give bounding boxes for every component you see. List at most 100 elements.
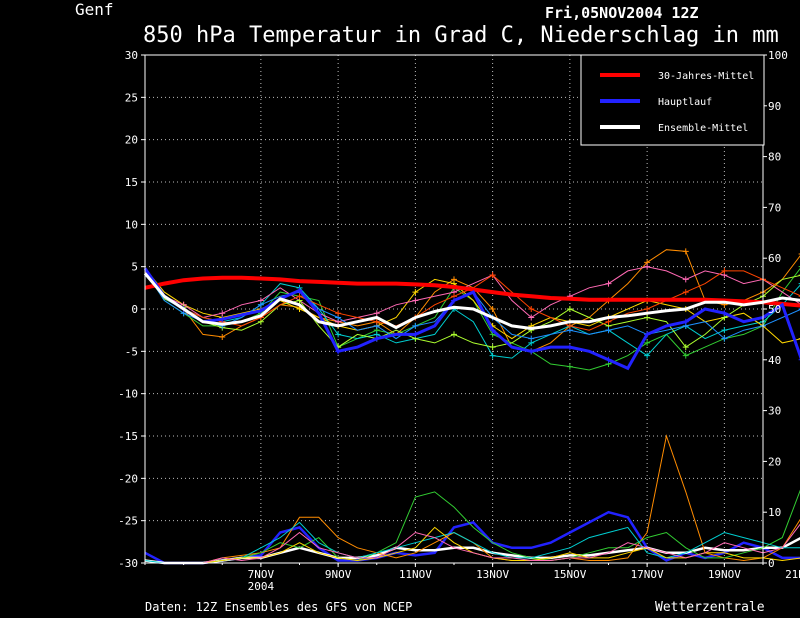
temp-point-marker	[566, 363, 573, 370]
temp-point-marker	[219, 333, 226, 340]
temp-point-marker	[644, 339, 651, 346]
y-right-tick-label: 100	[768, 49, 788, 62]
y-right-tick-label: 80	[768, 151, 781, 164]
temp-line-mean	[143, 272, 800, 331]
temp-point-marker	[412, 289, 419, 296]
temp-point-marker	[335, 331, 342, 338]
legend-label-main-run: Hauptlauf	[658, 97, 712, 108]
x-tick-label: 19NOV	[708, 568, 741, 581]
precipitation-series	[144, 434, 800, 565]
y-right-tick-label: 20	[768, 455, 781, 468]
precip-line-4	[144, 521, 800, 564]
temp-point-marker	[335, 348, 342, 355]
temp-point-marker	[373, 335, 380, 342]
temp-point-marker	[489, 327, 496, 334]
temp-point-marker	[566, 344, 573, 351]
temp-point-marker	[682, 344, 689, 351]
precip-line-6	[145, 523, 800, 564]
y-left-tick-label: 0	[131, 303, 138, 316]
temp-point-marker	[257, 301, 264, 308]
y-right-tick-label: 10	[768, 506, 781, 519]
temp-point-marker	[451, 331, 457, 338]
temp-point-marker	[257, 307, 264, 314]
temp-point-marker	[412, 331, 419, 338]
temp-point-marker	[528, 348, 535, 355]
temp-point-marker	[682, 318, 689, 325]
y-right-tick-label: 60	[768, 252, 781, 265]
site-credit: Wetterzentrale	[655, 600, 765, 615]
legend-box	[580, 54, 765, 146]
y-right-tick-label: 70	[768, 201, 781, 214]
legend-label-climate: 30-Jahres-Mittel	[658, 71, 754, 82]
temp-point-marker	[528, 306, 535, 312]
temp-point-marker	[451, 297, 457, 304]
temp-point-marker	[412, 297, 419, 304]
temp-point-marker	[219, 310, 226, 317]
temp-point-marker	[644, 306, 651, 312]
temp-point-marker	[721, 267, 728, 274]
x-tick-label: 9NOV	[325, 568, 352, 581]
x-tick-label: 15NOV	[553, 568, 586, 581]
temp-point-marker	[296, 293, 303, 300]
temp-point-marker	[566, 322, 573, 329]
x-tick-year-label: 2004	[248, 580, 275, 593]
y-right-tick-label: 0	[768, 557, 775, 570]
temp-point-marker	[528, 314, 535, 321]
temp-point-marker	[296, 287, 303, 294]
x-tick-label: 13NOV	[476, 568, 509, 581]
temp-point-marker	[721, 310, 728, 317]
precip-line-3	[145, 489, 800, 564]
temp-point-marker	[644, 263, 651, 270]
y-left-tick-label: 30	[125, 49, 138, 62]
y-left-tick-label: 25	[125, 91, 138, 104]
temp-point-marker	[605, 280, 612, 287]
temp-point-marker	[721, 335, 728, 342]
station-name: Genf	[75, 0, 114, 19]
x-tick-label: 7NOV	[248, 568, 275, 581]
temp-point-marker	[489, 344, 496, 351]
x-tick-label: 21NOV	[785, 568, 800, 581]
temp-point-marker	[644, 352, 651, 359]
y-left-tick-label: -25	[118, 515, 138, 528]
temp-point-marker	[682, 289, 689, 296]
temp-point-marker	[489, 352, 496, 359]
y-left-tick-label: 10	[125, 218, 138, 231]
y-left-tick-label: 5	[131, 261, 138, 274]
data-source-note: Daten: 12Z Ensembles des GFS von NCEP	[145, 600, 412, 614]
y-left-tick-label: -15	[118, 430, 138, 443]
temp-point-marker	[566, 306, 573, 312]
y-right-tick-label: 50	[768, 303, 781, 316]
y-left-tick-label: -5	[125, 345, 138, 358]
run-label: Fri,05NOV2004 12Z	[545, 4, 699, 22]
temp-point-marker	[682, 276, 689, 283]
temp-point-marker	[335, 310, 342, 317]
temp-point-marker	[682, 248, 689, 255]
temp-point-marker	[528, 335, 535, 342]
y-left-tick-label: -20	[118, 472, 138, 485]
plot-frame	[144, 54, 764, 564]
temp-point-marker	[644, 314, 651, 321]
temp-point-marker	[219, 316, 226, 323]
x-tick-label: 17NOV	[631, 568, 664, 581]
x-tick-label: 11NOV	[399, 568, 432, 581]
temp-line-climate	[144, 275, 800, 308]
temp-point-marker	[721, 327, 728, 334]
y-right-tick-label: 40	[768, 354, 781, 367]
y-left-tick-label: 20	[125, 134, 138, 147]
temperature-series	[143, 248, 800, 371]
y-right-tick-label: 30	[768, 405, 781, 418]
temp-point-marker	[605, 318, 612, 325]
temp-point-marker	[605, 327, 612, 334]
temp-point-marker	[489, 306, 496, 312]
temp-point-marker	[296, 306, 303, 312]
temp-point-marker	[605, 356, 612, 363]
y-left-tick-label: -30	[118, 557, 138, 570]
temp-point-marker	[412, 322, 419, 329]
temp-point-marker	[682, 352, 689, 359]
axes: 302520151050-5-10-15-20-25-3010090807060…	[118, 49, 800, 593]
temp-point-marker	[489, 272, 496, 279]
temp-point-marker	[644, 331, 651, 338]
temp-point-marker	[373, 310, 380, 317]
legend-label-ensemble-mean: Ensemble-Mittel	[658, 123, 748, 134]
chart-title: 850 hPa Temperatur in Grad C, Niederschl…	[143, 23, 779, 48]
